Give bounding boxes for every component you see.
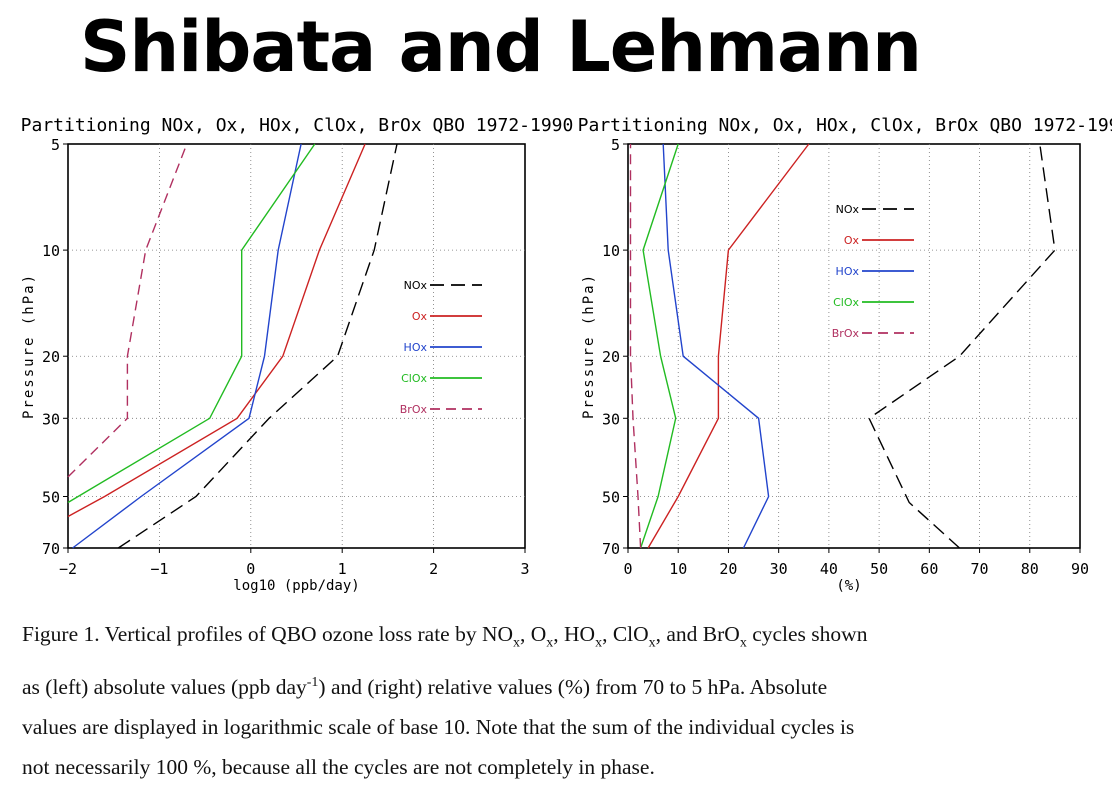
chart2-series-brox (629, 144, 642, 549)
chart2-x-tick-label: 10 (669, 560, 687, 578)
chart2-x-tick-label: 80 (1021, 560, 1039, 578)
chart2-legend-label-ox: Ox (844, 234, 860, 247)
chart1-title: Partitioning NOx, Ox, HOx, ClOx, BrOx QB… (21, 115, 574, 136)
chart1-x-axis-label: log10 (ppb/day) (233, 578, 359, 594)
chart2-y-tick-label: 50 (602, 488, 620, 506)
chart1-y-tick-label: 70 (42, 540, 60, 558)
chart2-y-tick-label: 10 (602, 242, 620, 260)
chart2-plot-frame (627, 143, 1081, 549)
chart2-title: Partitioning NOx, Ox, HOx, ClOx, BrOx QB… (578, 115, 1112, 136)
chart1-x-tick-label: 1 (338, 560, 347, 578)
chart1-y-tick-label: 10 (42, 242, 60, 260)
chart1-legend-label-nox: NOx (404, 279, 428, 292)
chart1-plot-frame (67, 143, 526, 549)
chart1-x-tick-label: −1 (150, 560, 168, 578)
chart2-y-axis-label: Pressure (hPa) (581, 273, 597, 419)
chart2-x-axis-label: (%) (836, 578, 861, 594)
chart2-x-tick-label: 50 (870, 560, 888, 578)
chart1-legend-label-clox: ClOx (401, 372, 427, 385)
chart1-y-axis-label: Pressure (hPa) (21, 273, 37, 419)
slide-heading: Shibata and Lehmann (80, 6, 922, 88)
chart2-legend-label-nox: NOx (836, 203, 860, 216)
chart1-x-tick-label: 3 (520, 560, 529, 578)
chart2-x-tick-label: 70 (971, 560, 989, 578)
chart1-series-hox (72, 143, 302, 549)
chart1-series-ox (67, 143, 366, 518)
chart2-series-clox (639, 143, 679, 549)
chart1-series-nox (117, 143, 398, 549)
chart1-series-brox (67, 143, 188, 478)
chart1-x-tick-label: 2 (429, 560, 438, 578)
chart2-series-ox (647, 143, 810, 549)
chart2-legend-label-brox: BrOx (832, 327, 860, 340)
figure-caption: Figure 1. Vertical profiles of QBO ozone… (22, 614, 1088, 787)
chart1-x-tick-label: 0 (246, 560, 255, 578)
chart2-x-tick-label: 40 (820, 560, 838, 578)
chart2-x-tick-label: 0 (623, 560, 632, 578)
chart1-y-tick-label: 5 (51, 136, 60, 154)
chart2-y-tick-label: 5 (611, 136, 620, 154)
chart2-y-tick-label: 70 (602, 540, 620, 558)
chart2-x-tick-label: 30 (770, 560, 788, 578)
chart1-y-tick-label: 20 (42, 348, 60, 366)
caption-line-3: values are displayed in logarithmic scal… (22, 715, 855, 740)
chart1-legend-label-hox: HOx (404, 341, 428, 354)
chart1-legend-label-ox: Ox (412, 310, 428, 323)
chart1-y-tick-label: 50 (42, 488, 60, 506)
caption-line-2: as (left) absolute values (ppb day-1) an… (22, 675, 828, 700)
chart2-series-hox (662, 143, 770, 549)
caption-line-1: Figure 1. Vertical profiles of QBO ozone… (22, 622, 868, 651)
caption-line-4: not necessarily 100 %, because all the c… (22, 755, 655, 780)
chart1-series-clox (67, 143, 316, 504)
chart2-legend-label-clox: ClOx (833, 296, 859, 309)
chart2-x-tick-label: 60 (920, 560, 938, 578)
chart2-x-tick-label: 20 (719, 560, 737, 578)
chart1-y-tick-label: 30 (42, 410, 60, 428)
chart2-series-nox (868, 143, 1056, 549)
chart2-x-tick-label: 90 (1071, 560, 1089, 578)
chart2-y-tick-label: 20 (602, 348, 620, 366)
chart1-x-tick-label: −2 (59, 560, 77, 578)
chart1-legend-label-brox: BrOx (400, 403, 428, 416)
chart2-legend-label-hox: HOx (836, 265, 860, 278)
chart2-y-tick-label: 30 (602, 410, 620, 428)
